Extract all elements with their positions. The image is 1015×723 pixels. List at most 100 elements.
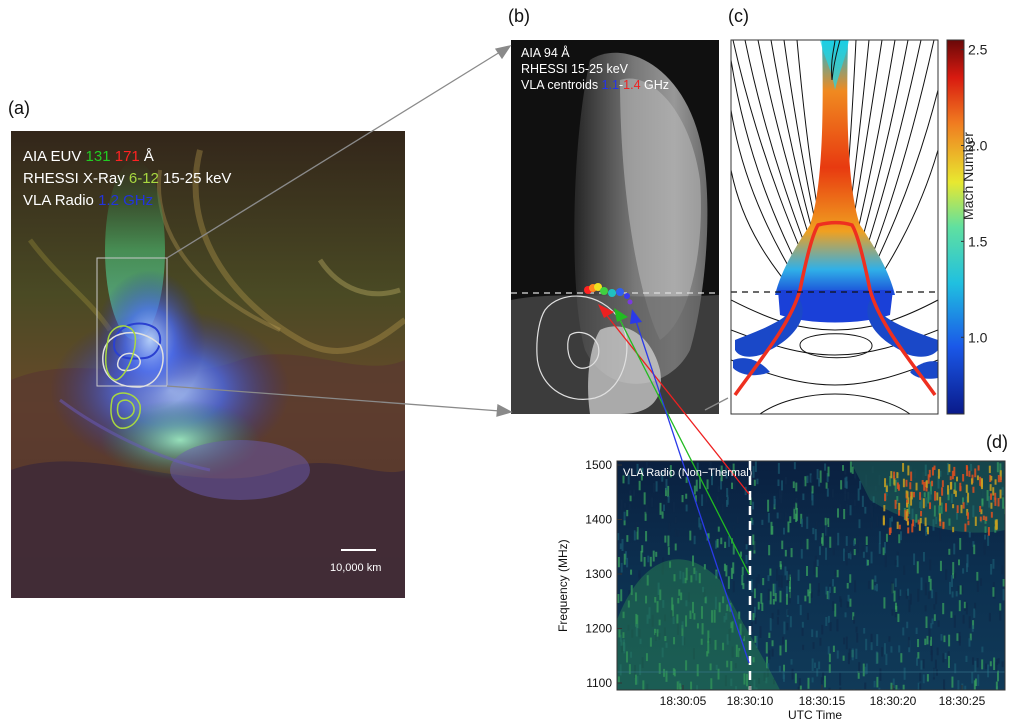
spectrogram-pixel (922, 659, 925, 669)
spectrogram-pixel (929, 559, 932, 571)
spectrogram-pixel (812, 642, 815, 649)
spectrogram-pixel (645, 504, 648, 514)
spectrogram-pixel (753, 679, 756, 690)
spectrogram-pixel (685, 504, 688, 512)
spectrogram-bright-pixel (919, 492, 922, 500)
spectrogram-pixel (844, 488, 847, 495)
spectrogram-pixel (733, 479, 736, 490)
spectrogram-bright-pixel (967, 520, 970, 526)
spectrogram-pixel (732, 544, 735, 555)
spectrogram-pixel (717, 668, 720, 680)
spectrogram-pixel (942, 602, 945, 615)
spectrogram-pixel (894, 560, 897, 566)
spectrogram-pixel (818, 546, 821, 556)
spectrogram-pixel (879, 668, 882, 681)
spectrogram-pixel (734, 663, 737, 669)
spectrogram-bright-pixel (977, 465, 980, 471)
spectrogram-pixel (726, 487, 729, 498)
spectrogram-pixel (641, 545, 644, 553)
spectrogram-pixel (784, 476, 787, 485)
spectrogram-pixel (813, 662, 816, 669)
spectrogram-pixel (636, 527, 639, 540)
spectrogram-pixel (902, 627, 905, 636)
spectrogram-pixel (854, 470, 857, 479)
spectrogram-pixel (846, 503, 849, 514)
spectrogram-pixel (773, 495, 776, 508)
spectrogram-pixel (649, 556, 652, 567)
spectrogram-pixel (722, 596, 725, 604)
spectrogram-pixel (787, 569, 790, 582)
spectrogram-bright-pixel (898, 510, 901, 516)
spectrogram-pixel (927, 491, 930, 504)
spectrogram-pixel (827, 615, 830, 623)
panel-a-zoom-box (96, 257, 168, 387)
spectrogram-pixel (711, 610, 714, 623)
spectrogram-pixel (661, 472, 664, 482)
spectrogram-pixel (695, 479, 698, 492)
spectrogram-bright-pixel (888, 527, 891, 535)
spectrogram-pixel (753, 588, 756, 599)
spectrogram-pixel (696, 462, 699, 475)
spectrogram-pixel (667, 535, 670, 547)
spectrogram-pixel (893, 590, 896, 602)
spectrogram-pixel (709, 461, 712, 469)
spectrogram-pixel (749, 497, 752, 506)
spectrogram-pixel (977, 674, 980, 686)
spectrogram-pixel (996, 658, 999, 665)
spectrogram-bright-pixel (995, 520, 998, 527)
spectrogram-pixel (645, 531, 648, 542)
spectrogram-pixel (932, 519, 935, 531)
spectrogram-pixel (644, 511, 647, 521)
spectrogram-pixel (645, 462, 648, 473)
spectrogram-pixel (820, 537, 823, 544)
spectrogram-pixel (806, 475, 809, 484)
spectrogram-pixel (804, 595, 807, 602)
spectrogram-pixel (831, 489, 834, 498)
spectrogram-pixel (853, 548, 856, 556)
spectrogram-pixel (810, 591, 813, 598)
spectrogram-pixel (863, 628, 866, 634)
spectrogram-pixel (980, 578, 983, 586)
spectrogram-pixel (937, 475, 940, 489)
centroid-suffix: GHz (640, 78, 670, 92)
spectrogram-pixel (797, 595, 800, 604)
spectrogram-pixel (664, 636, 667, 642)
spectrogram-pixel (976, 581, 979, 592)
spectrogram-bright-pixel (907, 527, 910, 534)
spectrogram-pixel (777, 462, 780, 474)
spectrogram-pixel (933, 505, 936, 517)
spectrogram-pixel (915, 514, 918, 523)
spectrogram-pixel (858, 662, 861, 673)
spectrogram-pixel (822, 672, 825, 681)
spectrogram-bright-pixel (959, 482, 962, 492)
spectrogram-pixel (876, 676, 879, 688)
spectrogram-bright-pixel (966, 466, 969, 477)
spectrogram-pixel (832, 579, 835, 587)
spectrogram-pixel (788, 592, 791, 604)
spectrogram-pixel (701, 623, 704, 635)
spectrogram-pixel (777, 609, 780, 616)
spectrogram-pixel (795, 507, 798, 521)
spectrogram-pixel (642, 680, 645, 690)
spectrogram-pixel (897, 488, 900, 501)
spectrogram-bright-pixel (896, 521, 899, 529)
spectrogram-pixel (903, 667, 906, 680)
spectrogram-pixel (806, 566, 809, 576)
spectrogram-pixel (639, 664, 642, 676)
spectrogram-bright-pixel (909, 482, 912, 490)
spectrogram-pixel (922, 552, 925, 562)
spectrogram-pixel (658, 663, 661, 674)
spectrogram-pixel (937, 620, 940, 627)
spectrogram-pixel (730, 475, 733, 485)
spectrogram-pixel (663, 504, 666, 512)
legend-prefix: VLA Radio (23, 192, 99, 209)
spectrogram-pixel (1002, 467, 1005, 475)
spectrogram-pixel (843, 637, 846, 645)
spectrogram-pixel (617, 676, 620, 683)
spectrogram-pixel (925, 616, 928, 629)
spectrogram-pixel (865, 474, 868, 487)
spectrogram-pixel (704, 597, 707, 604)
spectrogram-pixel (678, 589, 681, 596)
spectrogram-pixel (827, 466, 830, 477)
spectrogram-pixel (645, 653, 648, 662)
